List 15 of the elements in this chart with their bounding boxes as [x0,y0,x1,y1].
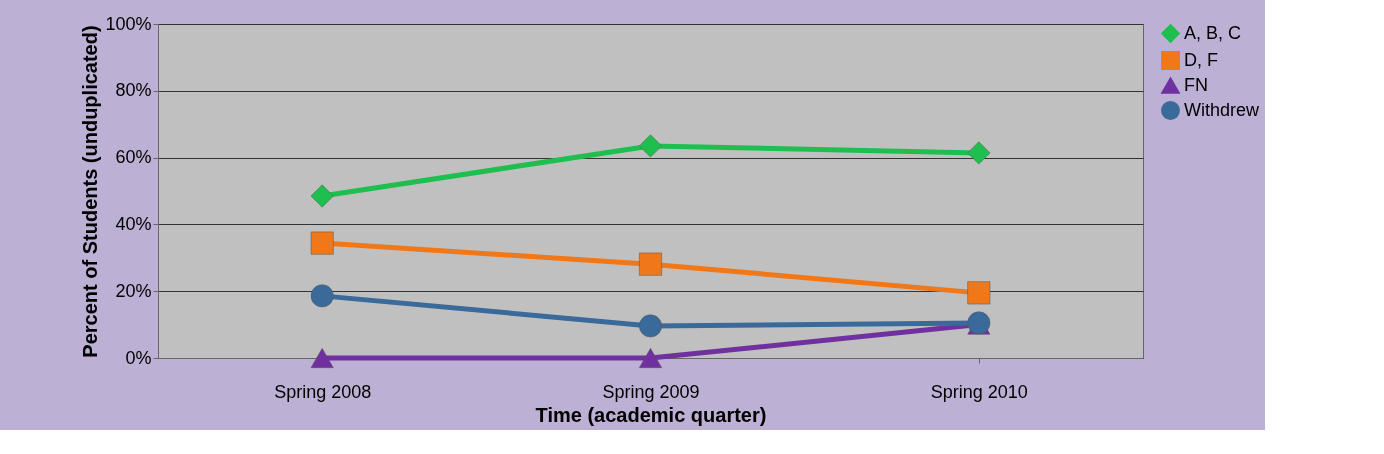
y-tick-label: 40% [115,213,152,234]
x-tick-label: Spring 2009 [602,381,700,402]
legend-label: D, F [1184,49,1218,70]
y-tick-label: 20% [115,280,152,301]
x-tick-label: Spring 2008 [274,381,372,402]
x-axis-title: Time (academic quarter) [535,403,767,426]
y-tick-label: 80% [115,80,152,101]
y-tick-label: 0% [125,347,152,368]
legend-label: FN [1184,74,1208,95]
legend-label: Withdrew [1184,99,1261,120]
legend-label: A, B, C [1184,22,1242,43]
y-tick-label: 100% [105,13,152,34]
x-tick-label: Spring 2010 [930,381,1028,402]
y-tick-label: 60% [115,147,152,168]
y-axis-title: Percent of Students (unduplicated) [79,25,102,358]
